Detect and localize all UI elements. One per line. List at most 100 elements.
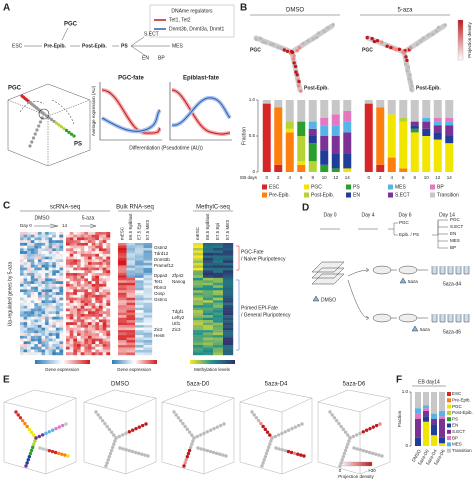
heatmap-cell: [27, 283, 31, 287]
heatmap-cell: [193, 292, 204, 296]
heatmap-cell: [30, 248, 35, 252]
heatmap-cell: [55, 333, 60, 337]
heatmap-cell: [95, 311, 100, 315]
heatmap-cell: [118, 247, 127, 251]
heatmap-cell: [193, 277, 204, 281]
heatmap-cell: [203, 307, 214, 311]
heatmap-cell: [99, 234, 103, 238]
bar-segment: [422, 128, 431, 136]
cube: [239, 389, 313, 475]
heatmap-cell: [66, 324, 70, 328]
heatmap-cell: [69, 251, 74, 255]
heatmap-cell: [95, 303, 100, 306]
heatmap-cell: [23, 234, 28, 238]
heatmap-cell: [126, 267, 136, 271]
heatmap-cell: [193, 262, 204, 266]
heatmap-cell: [213, 352, 224, 356]
highlight: [38, 108, 50, 120]
heatmap-cell: [30, 338, 35, 342]
heatmap-cell: [80, 349, 85, 353]
heatmap-cell: [30, 292, 35, 296]
heatmap-cell: [52, 300, 57, 304]
legend-entry: MES: [395, 184, 407, 190]
heatmap-cell: [59, 242, 64, 246]
heatmap-cell: [52, 289, 57, 293]
annotation: PGC-Fate: [241, 249, 264, 255]
heatmap-cell: [69, 308, 74, 312]
heatmap-cell: [102, 283, 107, 287]
trajectory-point: [190, 433, 194, 437]
heatmap-cell: [126, 315, 136, 318]
heatmap-cell: [80, 242, 85, 246]
heatmap-cell: [193, 342, 204, 346]
heatmap-cell: [143, 327, 153, 331]
x-tick-label: 8: [413, 175, 416, 180]
heatmap-cell: [52, 270, 57, 274]
heatmap-cell: [143, 332, 153, 336]
heatmap-cell: [55, 297, 60, 301]
column-label: E7.5 Epi: [137, 223, 142, 240]
x-tick-label: DMSO: [411, 448, 422, 463]
heatmap-cell: [126, 295, 136, 298]
trajectory-point: [205, 430, 210, 434]
heatmap-cell: [20, 352, 24, 356]
heatmap-cell: [99, 232, 103, 235]
density-point: [375, 39, 380, 43]
heatmap-cell: [223, 347, 234, 351]
bar-segment: [343, 132, 352, 154]
heatmap-cell: [106, 338, 111, 342]
trajectory-point: [374, 423, 379, 428]
heatmap-cell: [143, 342, 153, 346]
heatmap-cell: [102, 316, 107, 320]
heatmap-cell: [59, 297, 64, 301]
heatmap-cell: [59, 338, 64, 342]
heatmap-cell: [34, 256, 39, 260]
trajectory-point: [289, 450, 294, 455]
trajectory-point: [205, 448, 210, 453]
heatmap-cell: [223, 297, 234, 301]
heatmap-cell: [223, 250, 234, 254]
heatmap-cell: [73, 248, 78, 252]
heatmap-cell: [143, 297, 153, 301]
heatmap-cell: [193, 250, 204, 254]
bar-segment: [399, 168, 408, 172]
heatmap-cell: [48, 237, 53, 241]
gene-label: Utf1: [172, 321, 181, 326]
trajectory-point: [178, 418, 183, 423]
heatmap-cell: [118, 277, 127, 281]
heatmap-cell: [30, 352, 35, 356]
heatmap-cell: [34, 316, 39, 320]
heatmap-cell: [66, 344, 70, 347]
density-point: [289, 49, 294, 54]
heatmap-cell: [48, 251, 53, 255]
trajectory-point: [146, 454, 150, 458]
trajectory-point: [117, 434, 122, 439]
x-tick-label: 14: [345, 175, 351, 180]
heatmap-cell: [193, 257, 204, 261]
heatmap-cell: [80, 237, 85, 241]
heatmap-cell: [69, 283, 74, 287]
heatmap-cell: [45, 248, 49, 252]
bar-segment: [431, 419, 437, 425]
gene-label: Tdrd12: [154, 251, 169, 256]
trajectory-point: [121, 447, 125, 451]
heatmap-cell: [37, 338, 42, 342]
heatmap-cell: [84, 286, 89, 290]
heatmap-cell: [102, 330, 107, 334]
heatmap-cell: [45, 240, 49, 244]
heatmap-cell: [88, 303, 92, 306]
heatmap-cell: [106, 248, 111, 252]
heatmap-cell: [30, 319, 35, 323]
heatmap-cell: [59, 248, 64, 252]
heatmap-cell: [135, 350, 144, 353]
heatmap-cell: [52, 322, 57, 326]
heatmap-cell: [27, 297, 31, 301]
legend-swatch: [447, 429, 451, 434]
heatmap-cell: [69, 322, 74, 326]
heatmap-cell: [45, 237, 49, 241]
heatmap-cell: [135, 290, 144, 293]
heatmap-cell: [27, 330, 31, 334]
heatmap-cell: [69, 281, 74, 285]
heatmap-cell: [30, 270, 35, 274]
heatmap-cell: [99, 322, 103, 326]
